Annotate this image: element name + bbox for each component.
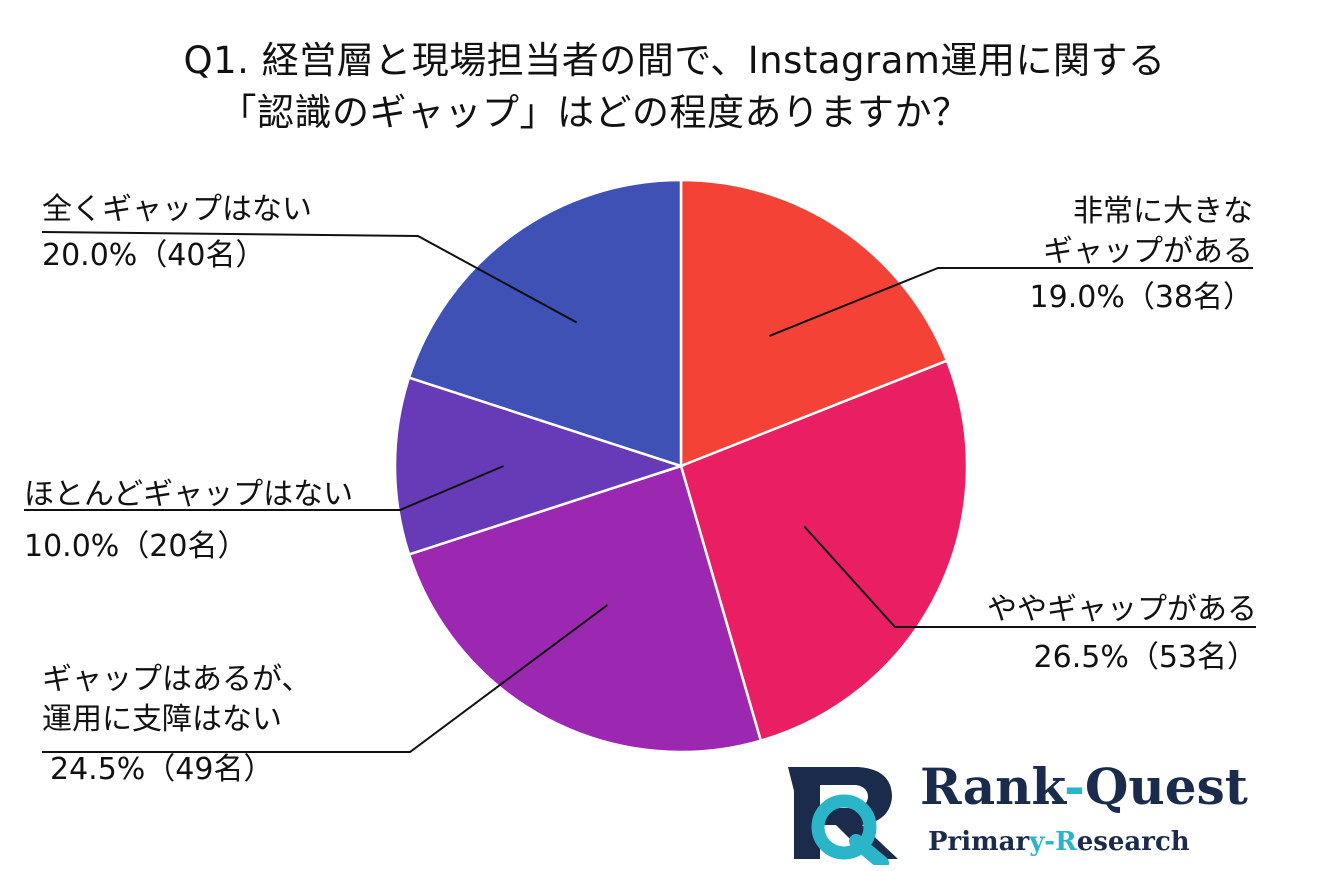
logo-subtitle: Primary-Research	[928, 827, 1190, 857]
logo-sub-dash: -	[1044, 827, 1056, 857]
label-gap-no-issue-line1: ギャップはあるが、	[42, 662, 312, 697]
label-almost-no-gap: ほとんどギャップはない 10.0%（20名）	[24, 475, 353, 567]
logo-name-dash: -	[1064, 757, 1085, 816]
slice-almost-no-gap	[393, 376, 686, 556]
logo-sub-part2: esearch	[1076, 827, 1190, 857]
logo-sub-part1: Primar	[928, 827, 1030, 857]
label-gap-no-issue-line2: 運用に支障はない	[42, 702, 282, 737]
label-almost-no-gap-line1: ほとんどギャップはない	[24, 477, 354, 512]
slice-very-large-gap	[679, 178, 949, 468]
slice-some-gap	[679, 359, 969, 743]
rank-quest-logo: Rank-Quest Primary-Research	[770, 755, 1250, 865]
leader-very-large-gap	[769, 267, 1253, 337]
logo-name-part1: Rank	[920, 757, 1065, 816]
label-gap-no-issue-value: 24.5%（49名）	[50, 752, 274, 787]
slice-gap-no-issue	[407, 464, 763, 754]
label-some-gap-line1: ややギャップがある	[987, 592, 1257, 627]
label-gap-no-issue: ギャップはあるが、 運用に支障はない 24.5%（49名）	[42, 660, 311, 790]
label-very-large-gap: 非常に大きな ギャップがある 19.0%（38名）	[1030, 192, 1253, 318]
chart-title-line-2: 「認識のギャップ」はどの程度ありますか？	[219, 91, 970, 134]
label-no-gap: 全くギャップはない 20.0%（40名）	[42, 190, 312, 276]
leader-some-gap	[803, 525, 1256, 628]
leader-almost-no-gap	[24, 465, 505, 511]
logo-name-part2: Quest	[1084, 757, 1248, 816]
logo-sub-y: y	[1029, 827, 1045, 857]
label-no-gap-value: 20.0%（40名）	[42, 238, 266, 273]
label-very-large-gap-line1: 非常に大きな	[1073, 194, 1253, 229]
logo-name: Rank-Quest	[920, 757, 1248, 816]
label-almost-no-gap-value: 10.0%（20名）	[24, 529, 248, 564]
rq-logo-mark-icon	[788, 767, 898, 865]
logo-sub-r: R	[1055, 827, 1077, 857]
leader-no-gap	[41, 231, 578, 324]
chart-title-line-1: Q1. 経営層と現場担当者の間で、Instagram運用に関する	[183, 39, 1166, 82]
label-very-large-gap-line2: ギャップがある	[1043, 234, 1253, 269]
label-very-large-gap-value: 19.0%（38名）	[1029, 280, 1253, 315]
label-no-gap-line1: 全くギャップはない	[42, 192, 312, 227]
label-some-gap: ややギャップがある 26.5%（53名）	[987, 590, 1257, 678]
leader-gap-no-issue	[42, 604, 608, 753]
slice-no-gap	[407, 178, 683, 468]
label-some-gap-value: 26.5%（53名）	[1033, 640, 1257, 675]
